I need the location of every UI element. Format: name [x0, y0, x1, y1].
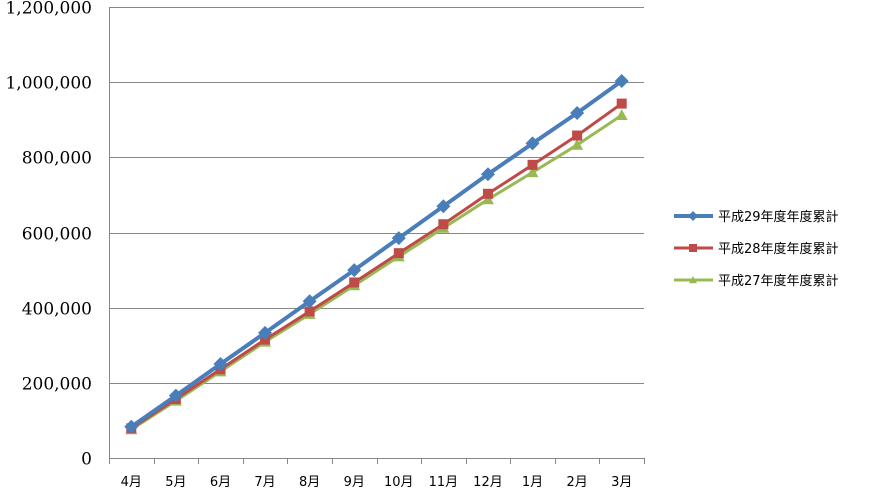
legend-item: 平成29年度年度累計	[674, 209, 839, 225]
data-point	[527, 159, 538, 170]
x-tick-label: 4月	[121, 475, 142, 490]
data-point	[482, 188, 493, 199]
x-tick-label: 11月	[429, 475, 459, 490]
y-tick-label: 1,000,000	[5, 74, 92, 94]
data-point	[481, 193, 494, 205]
data-point	[349, 277, 360, 288]
y-tick-label: 600,000	[22, 225, 92, 245]
legend-label: 平成27年度年度累計	[718, 273, 839, 289]
data-point	[168, 388, 183, 403]
x-tick-label: 8月	[299, 475, 320, 490]
legend-label: 平成29年度年度累計	[718, 209, 839, 225]
data-point	[436, 199, 451, 214]
x-tick-label: 1月	[522, 475, 543, 490]
data-point	[391, 231, 406, 246]
data-point	[393, 248, 404, 259]
data-point	[689, 276, 697, 284]
data-point	[688, 211, 698, 221]
x-tick-label: 7月	[254, 475, 275, 490]
x-tick-label: 6月	[210, 475, 231, 490]
series-layer	[124, 74, 629, 435]
legend-item: 平成27年度年度累計	[674, 273, 839, 289]
data-point	[258, 325, 273, 340]
y-tick-label: 1,200,000	[5, 0, 92, 19]
data-point	[572, 130, 583, 141]
legend-label: 平成28年度年度累計	[718, 241, 839, 257]
data-point	[213, 357, 228, 372]
x-tick-label: 3月	[611, 475, 632, 490]
data-point	[438, 219, 449, 230]
series-line	[129, 79, 624, 429]
data-point	[347, 263, 362, 278]
grid-lines	[109, 7, 644, 384]
data-point	[480, 167, 495, 182]
y-tick-label: 200,000	[22, 375, 92, 395]
data-point	[571, 138, 584, 150]
data-point	[689, 244, 697, 252]
series-line	[129, 113, 624, 431]
x-tick-label: 2月	[566, 475, 587, 490]
axes	[109, 7, 645, 464]
legend-item: 平成28年度年度累計	[674, 241, 839, 257]
y-tick-label: 0	[81, 450, 92, 470]
data-point	[616, 98, 627, 109]
data-point	[615, 109, 628, 121]
data-point	[525, 136, 540, 151]
data-point	[124, 419, 139, 434]
data-point	[526, 166, 539, 178]
data-point	[302, 294, 317, 309]
x-axis-tick-labels: 4月 5月 6月 7月 8月 9月 10月 11月 12月 1月 2月 3月	[121, 475, 633, 490]
data-point	[614, 74, 629, 89]
x-tick-label: 9月	[344, 475, 365, 490]
x-tick-label: 5月	[165, 475, 186, 490]
y-tick-label: 800,000	[22, 149, 92, 169]
series-2	[126, 98, 627, 434]
y-tick-label: 400,000	[22, 300, 92, 320]
y-axis-tick-labels: 0 200,000 400,000 600,000 800,000 1,000,000 1,…	[5, 0, 92, 470]
series-1	[124, 74, 629, 434]
data-point	[570, 105, 585, 120]
x-tick-label: 10月	[384, 475, 414, 490]
x-tick-label: 12月	[473, 475, 503, 490]
series-line	[129, 102, 624, 430]
data-point	[304, 306, 315, 317]
